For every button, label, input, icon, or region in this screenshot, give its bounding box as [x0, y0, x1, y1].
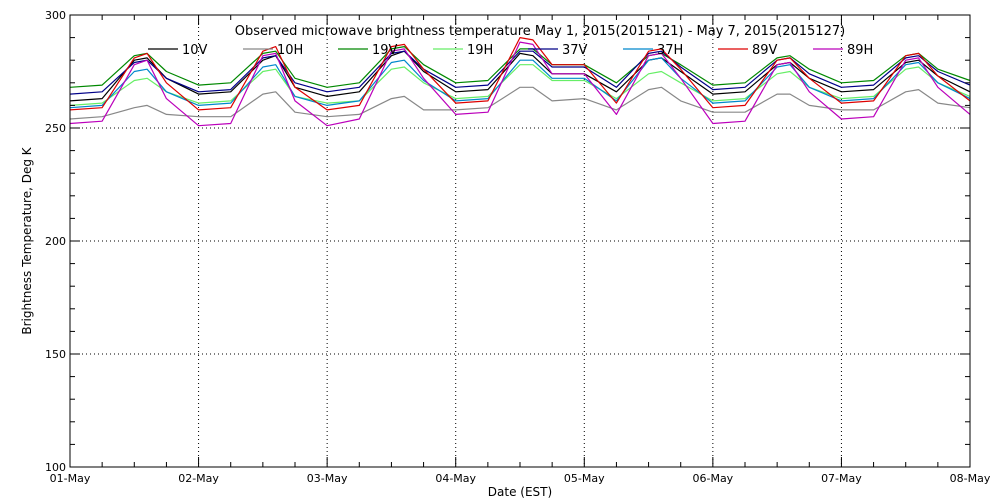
series-line-10v — [69, 50, 971, 102]
legend-label-37v: 37V — [562, 43, 588, 58]
legend: 10V 10H 19V 19H 37V 37H 89V 89H — [148, 43, 873, 58]
y-tick-label: 100 — [45, 461, 66, 474]
series-line-37v — [69, 50, 971, 95]
x-tick-label: 07-May — [821, 472, 862, 485]
legend-label-37h: 37H — [657, 43, 683, 58]
x-axis-title: Date (EST) — [488, 485, 552, 499]
series-line-89h — [69, 41, 971, 127]
x-tick-label: 02-May — [178, 472, 219, 485]
y-axis-title: Brightness Temperature, Deg K — [20, 146, 34, 334]
legend-label-10v: 10V — [182, 43, 208, 58]
series-layer — [69, 36, 971, 127]
legend-label-89v: 89V — [752, 43, 778, 58]
legend-label-19v: 19V — [372, 43, 398, 58]
y-tick-label: 200 — [45, 235, 66, 248]
y-tick-label: 300 — [45, 9, 66, 22]
x-tick-label: 01-May — [50, 472, 91, 485]
legend-label-89h: 89H — [847, 43, 873, 58]
legend-label-10h: 10H — [277, 43, 303, 58]
series-line-19v — [69, 45, 971, 88]
y-tick-label: 250 — [45, 122, 66, 135]
series-line-37h — [69, 57, 971, 109]
series-line-10h — [69, 86, 971, 120]
x-tick-label: 06-May — [692, 472, 733, 485]
x-tick-label: 04-May — [435, 472, 476, 485]
x-tick-label: 05-May — [564, 472, 605, 485]
series-line-89v — [69, 36, 971, 111]
ticks: 100 150 200 250 300 01-May 02-May 03-May 04-May 0… — [45, 9, 991, 485]
grid — [70, 15, 970, 467]
x-tick-label: 08-May — [950, 472, 991, 485]
legend-label-19h: 19H — [467, 43, 493, 58]
chart-title: Observed microwave brightness temperatur… — [235, 24, 845, 39]
y-tick-label: 150 — [45, 348, 66, 361]
x-tick-label: 03-May — [307, 472, 348, 485]
